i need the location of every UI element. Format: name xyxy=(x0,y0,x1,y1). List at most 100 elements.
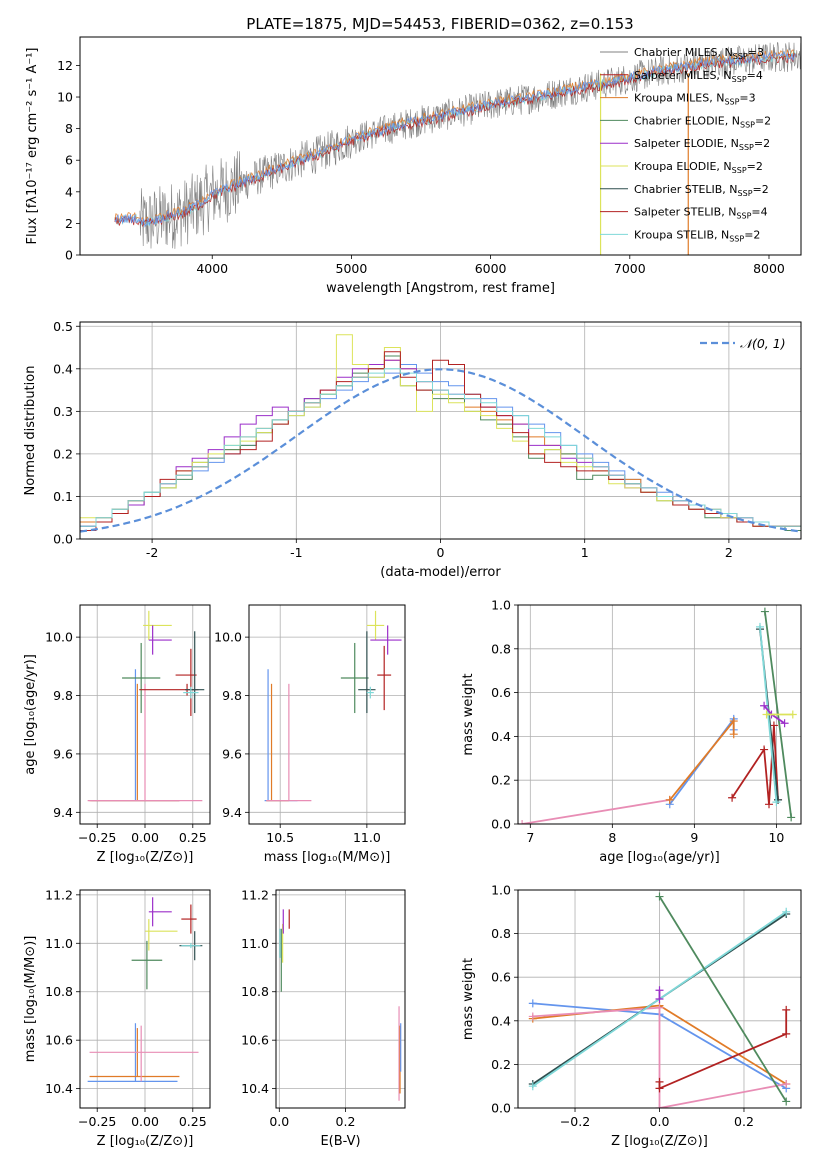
y-axis-label: mass [log₁₀(M/M⊙)] xyxy=(23,936,38,1063)
weight-marker xyxy=(782,907,791,916)
weight-marker xyxy=(528,1082,537,1091)
y-tick-label: 2 xyxy=(65,216,73,231)
panel-mass-vs-EBV: 0.0 0.2 10.4 10.6 10.8 11.0 11.2 E(B-V) xyxy=(241,887,406,1149)
panel-weight-vs-age: 7 8 9 10 0.0 0.2 0.4 0.6 0.8 1.0 age [log₁₀(age/yr… xyxy=(461,598,802,865)
weight-marker xyxy=(772,798,781,807)
legend-label-tail: =3 xyxy=(748,46,764,59)
plot-area xyxy=(114,42,801,255)
errorbar-point xyxy=(89,683,180,802)
errorbar-point xyxy=(145,919,178,951)
legend-label-sub: SSP xyxy=(724,98,739,107)
series-model-salpeter_stelib xyxy=(114,52,797,227)
y-tick-label: 0.5 xyxy=(53,319,73,334)
errorbar-point xyxy=(366,686,374,699)
legend-label-sub: SSP xyxy=(738,189,753,198)
y-tick-label: 9.6 xyxy=(53,746,73,761)
legend-label-sub: SSP xyxy=(736,212,751,221)
y-tick-label: 0.4 xyxy=(491,1013,511,1028)
plot-area xyxy=(518,607,797,824)
x-tick-label: 5000 xyxy=(336,261,368,276)
x-tick-label: 6000 xyxy=(475,261,507,276)
panel-residuals: -2 -1 0 1 2 0.0 0.1 0.2 0.3 0.4 0.5 (data-model)/er… xyxy=(23,319,802,580)
errorbar-point xyxy=(377,645,392,711)
errorbar-point xyxy=(266,683,312,802)
legend-label-sub: SSP xyxy=(729,234,744,243)
errorbar-point xyxy=(264,669,298,802)
weight-marker xyxy=(760,745,769,754)
y-tick-label: 0.0 xyxy=(491,817,511,832)
legend-label: Kroupa MILES, NSSP=3 xyxy=(634,92,756,107)
legend-label-text: Kroupa ELODIE, N xyxy=(634,160,732,173)
plot-area xyxy=(80,334,801,533)
axes-frame xyxy=(248,604,406,825)
weight-marker xyxy=(518,820,527,824)
y-tick-label: 6 xyxy=(65,153,73,168)
weight-marker xyxy=(655,1003,664,1012)
x-axis-label: (data-model)/error xyxy=(380,565,501,580)
plot-area xyxy=(279,909,402,1101)
y-tick-label: 0.8 xyxy=(491,641,511,656)
y-tick-label: 0.6 xyxy=(491,685,511,700)
plot-area xyxy=(528,892,791,1108)
x-tick-label: 10.5 xyxy=(266,830,294,845)
y-tick-label: 4 xyxy=(65,184,73,199)
x-tick-label: 0.00 xyxy=(131,1114,159,1129)
x-tick-label: 11.0 xyxy=(353,830,381,845)
weight-marker xyxy=(655,1104,664,1108)
weight-marker xyxy=(729,717,738,726)
errorbar-point xyxy=(87,683,203,802)
weight-marker xyxy=(780,719,789,728)
legend-label-sub: SSP xyxy=(733,52,748,61)
y-tick-label: 9.4 xyxy=(53,805,73,820)
plot-area xyxy=(87,610,205,802)
y-axis-label: Normed distribution xyxy=(23,366,38,496)
y-tick-label: 11.2 xyxy=(241,887,269,902)
weight-marker xyxy=(765,800,774,809)
weight-marker xyxy=(655,1084,664,1093)
plot-area xyxy=(87,897,203,1082)
y-tick-label: 10.8 xyxy=(241,984,269,999)
legend-label-text: Salpeter ELODIE, N xyxy=(634,137,739,150)
y-tick-label: 0.2 xyxy=(491,773,511,788)
legend-label-text: Salpeter STELIB, N xyxy=(634,206,736,219)
errorbar-point xyxy=(89,1025,199,1082)
y-tick-label: 0.6 xyxy=(491,970,511,985)
weight-marker xyxy=(782,1080,791,1089)
weight-marker xyxy=(528,1012,537,1021)
weight-marker xyxy=(769,721,778,730)
legend-label: Chabrier MILES, NSSP=3 xyxy=(634,46,764,61)
legend-label-sub: SSP xyxy=(740,120,755,129)
y-tick-label: 9.8 xyxy=(53,688,73,703)
y-tick-label: 10.8 xyxy=(45,984,73,999)
errorbar-point xyxy=(181,943,201,949)
y-tick-label: 0.8 xyxy=(491,926,511,941)
errorbar-point xyxy=(91,669,180,802)
axes-frame xyxy=(79,321,802,540)
x-axis-label: mass [log₁₀(M/M⊙)] xyxy=(264,850,391,865)
y-tick-label: 10.0 xyxy=(45,630,73,645)
errorbar-point xyxy=(340,642,369,714)
legend-label: Salpeter STELIB, NSSP=4 xyxy=(634,206,768,221)
x-tick-label: 0.0 xyxy=(650,1114,670,1129)
x-tick-label: 0.2 xyxy=(336,1114,356,1129)
legend-label-sub: SSP xyxy=(732,75,747,84)
y-tick-label: 0.3 xyxy=(53,404,73,419)
x-tick-label: 2 xyxy=(725,545,733,560)
y-tick-label: 9.8 xyxy=(222,688,242,703)
y-tick-label: 1.0 xyxy=(491,598,511,613)
legend-label: Chabrier ELODIE, NSSP=2 xyxy=(634,114,771,129)
x-tick-label: 10 xyxy=(768,830,784,845)
x-tick-label: 1 xyxy=(581,545,589,560)
y-axis-label: age [log₁₀(age/yr)] xyxy=(23,654,38,775)
errorbar-point xyxy=(148,897,172,927)
x-tick-label: 0.25 xyxy=(179,830,207,845)
errorbar-point xyxy=(131,940,163,990)
y-tick-label: 0.4 xyxy=(491,729,511,744)
figure-title: PLATE=1875, MJD=54453, FIBERID=0362, z=0… xyxy=(246,15,633,33)
y-tick-label: 10.0 xyxy=(214,630,242,645)
x-tick-label: -1 xyxy=(290,545,302,560)
legend-label-tail: =4 xyxy=(747,69,763,82)
y-tick-label: 0.0 xyxy=(53,532,73,547)
x-tick-label: 8 xyxy=(608,830,616,845)
